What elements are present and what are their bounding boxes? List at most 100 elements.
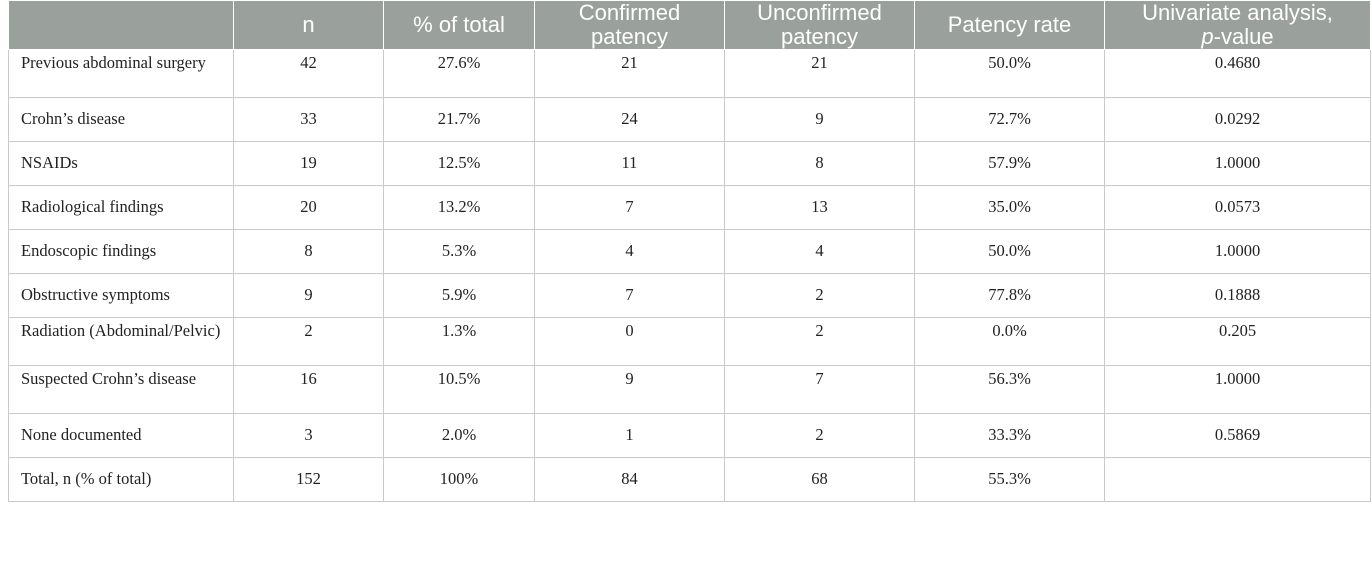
unconfirmed-cell: 4: [724, 229, 915, 274]
p-value: 0.205: [1218, 321, 1257, 340]
confirmed-value: 21: [621, 53, 638, 72]
row-label: Radiation (Abdominal/Pelvic): [21, 321, 221, 340]
n-value: 3: [304, 425, 313, 444]
n-value: 19: [300, 153, 317, 172]
pct-value: 2.0%: [441, 425, 477, 444]
rate-cell: 50.0%: [914, 229, 1105, 274]
rate-cell: 0.0%: [914, 317, 1105, 366]
p-cell: 0.5869: [1104, 413, 1371, 458]
row-label: None documented: [21, 425, 142, 444]
p-value: 1.0000: [1214, 369, 1261, 388]
header-pct-total-label: % of total: [413, 12, 505, 37]
pct-value: 27.6%: [437, 53, 481, 72]
header-cell-pct-total: % of total: [383, 0, 535, 50]
header-confirmed-line2: patency: [590, 24, 669, 49]
confirmed-cell: 7: [534, 273, 725, 318]
p-value: 0.4680: [1214, 53, 1261, 72]
unconfirmed-cell: 8: [724, 141, 915, 186]
confirmed-cell: 4: [534, 229, 725, 274]
confirmed-value: 4: [625, 241, 634, 260]
table-row: NSAIDs 19 12.5% 11 8 57.9% 1.0000: [8, 141, 1371, 186]
row-label-cell: Radiation (Abdominal/Pelvic): [8, 317, 234, 366]
confirmed-value: 0: [625, 321, 634, 340]
unconfirmed-cell: 2: [724, 413, 915, 458]
rate-value: 72.7%: [988, 109, 1031, 128]
row-label: NSAIDs: [21, 153, 78, 172]
pct-value: 100%: [439, 469, 479, 488]
pct-value: 12.5%: [437, 153, 481, 172]
header-row: n % of total Confirmed patency Unconfirme…: [8, 0, 1371, 50]
table-row: None documented 3 2.0% 1 2 33.3% 0.5869: [8, 413, 1371, 458]
header-univariate-rest: -value: [1213, 24, 1274, 49]
pct-cell: 12.5%: [383, 141, 535, 186]
unconfirmed-value: 2: [815, 321, 824, 340]
n-cell: 19: [233, 141, 384, 186]
n-value: 20: [300, 197, 317, 216]
confirmed-cell: 0: [534, 317, 725, 366]
header-unconfirmed-line1: Unconfirmed: [757, 0, 882, 25]
n-value: 33: [300, 109, 317, 128]
pct-value: 5.3%: [441, 241, 477, 260]
pct-cell: 13.2%: [383, 185, 535, 230]
p-value: 0.5869: [1214, 425, 1261, 444]
row-label-cell: Suspected Crohn’s disease: [8, 365, 234, 414]
confirmed-value: 11: [621, 153, 638, 172]
row-label: Crohn’s disease: [21, 109, 126, 128]
row-label: Previous abdominal surgery: [21, 53, 206, 72]
p-value: 0.0573: [1214, 197, 1261, 216]
pct-cell: 10.5%: [383, 365, 535, 414]
n-cell: 2: [233, 317, 384, 366]
unconfirmed-cell: 9: [724, 97, 915, 142]
table-row: Total, n (% of total) 152 100% 84 68 55.…: [8, 457, 1371, 502]
p-cell: 0.4680: [1104, 49, 1371, 98]
pct-value: 1.3%: [441, 321, 477, 340]
header-univariate-p: p: [1201, 24, 1214, 49]
unconfirmed-cell: 7: [724, 365, 915, 414]
unconfirmed-value: 8: [815, 153, 824, 172]
n-value: 2: [304, 321, 313, 340]
pct-cell: 2.0%: [383, 413, 535, 458]
n-cell: 16: [233, 365, 384, 414]
rate-cell: 55.3%: [914, 457, 1105, 502]
header-cell-unconfirmed: Unconfirmed patency: [724, 0, 915, 50]
unconfirmed-cell: 2: [724, 317, 915, 366]
unconfirmed-cell: 13: [724, 185, 915, 230]
table-row: Suspected Crohn’s disease 16 10.5% 9 7 5…: [8, 365, 1371, 414]
row-label: Endoscopic findings: [21, 241, 157, 260]
pct-cell: 21.7%: [383, 97, 535, 142]
header-confirmed-line1: Confirmed: [578, 0, 681, 25]
unconfirmed-value: 7: [815, 369, 824, 388]
pct-cell: 100%: [383, 457, 535, 502]
header-cell-univariate: Univariate analysis, p-value: [1104, 0, 1371, 50]
n-cell: 3: [233, 413, 384, 458]
row-label-cell: NSAIDs: [8, 141, 234, 186]
confirmed-value: 24: [621, 109, 638, 128]
rate-cell: 57.9%: [914, 141, 1105, 186]
unconfirmed-value: 68: [811, 469, 828, 488]
p-value: 0.1888: [1214, 285, 1261, 304]
p-cell: 0.0573: [1104, 185, 1371, 230]
rate-cell: 35.0%: [914, 185, 1105, 230]
confirmed-cell: 9: [534, 365, 725, 414]
n-cell: 33: [233, 97, 384, 142]
rate-value: 50.0%: [988, 241, 1031, 260]
patency-table: n % of total Confirmed patency Unconfirme…: [8, 0, 1371, 502]
rate-value: 56.3%: [988, 369, 1031, 388]
n-value: 8: [304, 241, 313, 260]
confirmed-cell: 21: [534, 49, 725, 98]
row-label-cell: Total, n (% of total): [8, 457, 234, 502]
rate-cell: 72.7%: [914, 97, 1105, 142]
header-cell-empty: [8, 0, 234, 50]
rate-value: 50.0%: [988, 53, 1031, 72]
n-cell: 9: [233, 273, 384, 318]
confirmed-value: 9: [625, 369, 634, 388]
unconfirmed-value: 2: [815, 425, 824, 444]
header-unconfirmed-line2: patency: [780, 24, 859, 49]
row-label-cell: Obstructive symptoms: [8, 273, 234, 318]
rate-value: 0.0%: [992, 321, 1027, 340]
row-label: Suspected Crohn’s disease: [21, 369, 197, 388]
table-row: Endoscopic findings 8 5.3% 4 4 50.0% 1.0…: [8, 229, 1371, 274]
confirmed-cell: 11: [534, 141, 725, 186]
rate-value: 33.3%: [988, 425, 1031, 444]
pct-value: 21.7%: [437, 109, 481, 128]
